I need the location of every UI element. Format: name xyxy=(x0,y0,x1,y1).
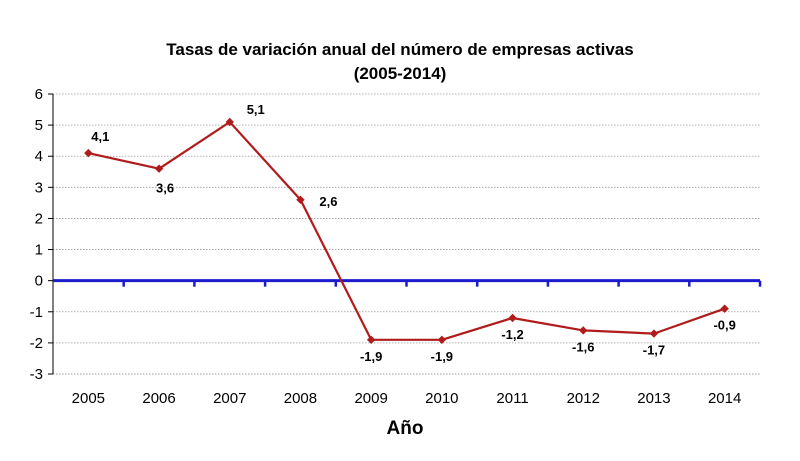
data-point-marker xyxy=(366,335,376,344)
x-tick-label: 2009 xyxy=(354,390,387,407)
x-tick-labels: 2005 2006 2007 2008 2009 2010 2011 2012 2013 2014 xyxy=(72,390,742,407)
x-tick-label: 2012 xyxy=(567,390,600,407)
data-point-marker xyxy=(437,335,447,344)
y-tick-label: -3 xyxy=(30,366,43,383)
x-tick-label: 2011 xyxy=(496,390,528,407)
x-tick-label: 2013 xyxy=(637,390,670,407)
data-point-marker xyxy=(296,195,305,204)
data-point-marker xyxy=(154,164,164,173)
chart-title-line-2: (2005-2014) xyxy=(354,64,447,83)
data-label: 3,6 xyxy=(156,181,174,196)
y-tick-label: 0 xyxy=(35,273,43,290)
y-tick-label: -2 xyxy=(30,335,43,352)
y-tick-label: 6 xyxy=(35,86,43,103)
data-label: -1,6 xyxy=(572,339,594,354)
series-line-path xyxy=(88,120,725,341)
y-tick-labels: 6 5 4 3 2 1 0 -1 -2 -3 xyxy=(30,86,43,383)
y-tick-label: 4 xyxy=(35,148,43,165)
data-point-marker xyxy=(579,326,588,335)
y-tick-label: -1 xyxy=(30,304,43,321)
x-tick-label: 2005 xyxy=(72,390,105,407)
gridlines xyxy=(53,93,760,375)
y-tick-label: 1 xyxy=(35,242,43,259)
data-label: 4,1 xyxy=(91,129,109,144)
data-point-marker xyxy=(649,329,659,338)
x-tick-label: 2010 xyxy=(425,390,458,407)
y-tick-label: 2 xyxy=(35,210,43,227)
data-point-marker xyxy=(225,117,234,127)
data-point-marker xyxy=(84,148,93,158)
y-tick-label: 5 xyxy=(35,117,43,134)
x-tick-label: 2007 xyxy=(213,390,246,407)
data-label: -1,2 xyxy=(501,327,523,342)
x-tick-label: 2006 xyxy=(142,390,175,407)
data-label: 2,6 xyxy=(319,194,337,209)
x-axis-title: Año xyxy=(387,418,424,439)
y-tick-label: 3 xyxy=(35,179,43,196)
chart-title-line-1: Tasas de variación anual del número de e… xyxy=(166,40,633,59)
axes xyxy=(48,93,762,375)
data-label: -0,9 xyxy=(713,318,735,333)
series-line xyxy=(84,117,729,344)
x-tick-label: 2008 xyxy=(284,390,317,407)
data-label: -1,9 xyxy=(360,349,382,364)
data-label: -1,9 xyxy=(431,349,453,364)
data-labels: 4,1 3,6 5,1 2,6 -1,9 -1,9 -1,2 -1,6 -1,7 -0,9 xyxy=(91,102,736,364)
data-label: -1,7 xyxy=(643,343,665,358)
data-point-marker xyxy=(720,304,729,313)
data-label: 5,1 xyxy=(247,102,265,117)
x-tick-label: 2014 xyxy=(708,390,741,407)
data-point-marker xyxy=(508,313,517,323)
